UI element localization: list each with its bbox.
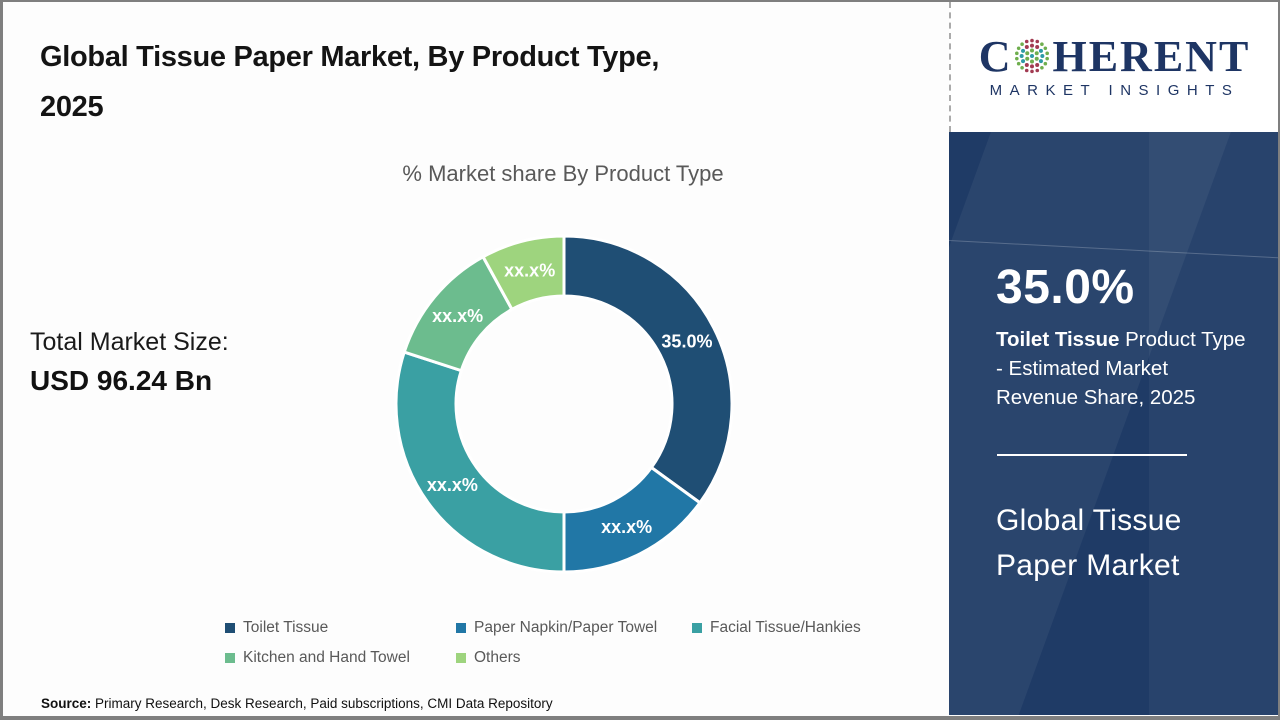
- logo-dot: [1025, 62, 1030, 67]
- legend-label: Kitchen and Hand Towel: [243, 648, 410, 666]
- donut-chart: 35.0% xx.x% xx.x% xx.x% xx.x%: [394, 234, 734, 574]
- logo-dot: [1030, 53, 1035, 59]
- donut-slice-value-4: xx.x%: [504, 260, 555, 280]
- total-market-size-label: Total Market Size:: [30, 328, 229, 356]
- legend-label: Others: [474, 648, 521, 666]
- brand-logo-wordmark: C HERENT: [979, 35, 1251, 79]
- sidebar-texture-shape: [1149, 132, 1278, 715]
- logo-dot: [1021, 48, 1026, 53]
- logo-dot: [1030, 43, 1035, 48]
- sidebar-market-name-line2: Paper Market: [996, 549, 1180, 582]
- logo-dot: [1030, 69, 1035, 74]
- logo-dot: [1020, 66, 1025, 70]
- logo-dot: [1020, 42, 1025, 46]
- logo-dot: [1021, 59, 1026, 64]
- logo-dot: [1035, 62, 1040, 67]
- legend-label: Toilet Tissue: [243, 618, 329, 636]
- legend-item-3: Kitchen and Hand Towel: [225, 647, 456, 668]
- highlight-sidebar: 35.0% Toilet Tissue Product Type - Estim…: [949, 132, 1278, 715]
- legend-item-0: Toilet Tissue: [225, 617, 456, 638]
- logo-dot: [1045, 51, 1050, 56]
- donut-slice-0: [562, 234, 734, 505]
- brand-name-suffix: HERENT: [1052, 32, 1251, 81]
- donut-slice-value-0: 35.0%: [661, 331, 712, 351]
- brand-tagline: MARKET INSIGHTS: [989, 82, 1240, 99]
- logo-dot: [1044, 46, 1048, 51]
- sidebar-market-name-line1: Global Tissue: [996, 504, 1182, 537]
- logo-dot: [1040, 53, 1045, 59]
- donut-slice-value-3: xx.x%: [432, 306, 483, 326]
- brand-logo: C HERENT MARKET INSIGHTS: [949, 2, 1278, 132]
- sidebar-market-name: Global Tissue Paper Market: [996, 498, 1182, 588]
- source-label: Source:: [41, 696, 92, 711]
- legend-swatch-icon: [225, 652, 235, 663]
- source-note: Source: Primary Research, Desk Research,…: [41, 696, 553, 711]
- source-text: Primary Research, Desk Research, Paid su…: [91, 696, 553, 711]
- logo-dot: [1035, 39, 1040, 44]
- logo-dot: [1025, 45, 1030, 50]
- logo-dot: [1040, 42, 1045, 46]
- brand-name-prefix: C: [978, 32, 1013, 81]
- logo-dot: [1030, 64, 1035, 69]
- total-market-size-value: USD 96.24 Bn: [30, 365, 213, 396]
- legend-label: Paper Napkin/Paper Towel: [474, 618, 658, 636]
- logo-dot: [1030, 38, 1035, 43]
- logo-dot: [1045, 56, 1050, 61]
- logo-dot: [1025, 39, 1029, 44]
- logo-dot: [1030, 59, 1035, 64]
- logo-dot: [1030, 48, 1035, 53]
- legend-swatch-icon: [456, 622, 466, 633]
- logo-dot: [1039, 59, 1044, 64]
- donut-slice-value-2: xx.x%: [427, 475, 478, 495]
- legend-swatch-icon: [692, 622, 702, 633]
- logo-dot: [1044, 61, 1048, 66]
- logo-dot: [1035, 51, 1040, 56]
- logo-dot: [1035, 45, 1040, 50]
- legend-swatch-icon: [456, 652, 466, 663]
- legend-swatch-icon: [225, 622, 235, 633]
- brand-globe-dots-icon: [1015, 38, 1050, 74]
- donut-slice-4: [481, 234, 566, 311]
- highlight-segment-name: Toilet Tissue: [996, 328, 1120, 351]
- logo-dot: [1025, 68, 1029, 73]
- total-market-size-block: Total Market Size: USD 96.24 Bn: [30, 328, 229, 397]
- sidebar-texture-line: [949, 239, 1278, 262]
- donut-slice-value-1: xx.x%: [601, 517, 652, 537]
- logo-dot: [1035, 68, 1040, 73]
- highlight-desc-line1-rest: Product Type: [1119, 328, 1246, 351]
- logo-dot: [1020, 53, 1025, 59]
- logo-dot: [1025, 51, 1030, 56]
- sidebar-texture-shape: [949, 132, 1246, 715]
- sidebar-divider: [997, 454, 1187, 456]
- legend-item-2: Facial Tissue/Hankies: [692, 617, 935, 638]
- donut-slice-2: [394, 350, 566, 574]
- legend-item-1: Paper Napkin/Paper Towel: [456, 617, 692, 638]
- highlight-desc-line3: Revenue Share, 2025: [996, 386, 1196, 409]
- highlight-stat-description: Toilet Tissue Product Type - Estimated M…: [996, 325, 1266, 412]
- legend-label: Facial Tissue/Hankies: [710, 618, 861, 636]
- chart-legend: Toilet Tissue Paper Napkin/Paper Towel Fac…: [225, 617, 935, 668]
- highlight-desc-line2: - Estimated Market: [996, 357, 1169, 380]
- logo-dot: [1017, 61, 1021, 66]
- logo-dot: [1035, 56, 1040, 61]
- logo-dot: [1025, 56, 1030, 61]
- logo-dot: [1039, 48, 1044, 53]
- legend-item-4: Others: [456, 647, 692, 668]
- page-title-line2: 2025: [40, 91, 104, 123]
- chart-title: % Market share By Product Type: [402, 161, 724, 186]
- page-title-line1: Global Tissue Paper Market, By Product T…: [40, 41, 660, 73]
- logo-dot: [1015, 56, 1020, 61]
- page-title: Global Tissue Paper Market, By Product T…: [40, 32, 740, 132]
- logo-dot: [1040, 66, 1045, 70]
- highlight-stat-value: 35.0%: [996, 261, 1135, 314]
- logo-dot: [1017, 46, 1021, 51]
- logo-dot: [1015, 51, 1020, 56]
